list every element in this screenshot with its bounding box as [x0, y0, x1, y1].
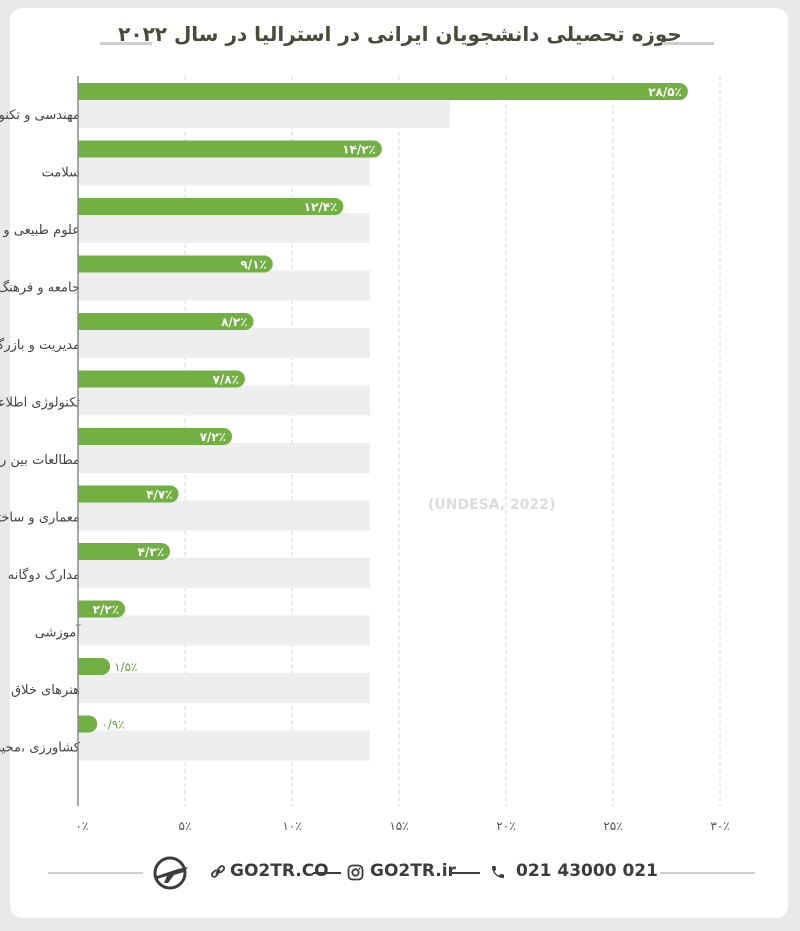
category-label: مطالعات بین رشته‌ای	[0, 453, 80, 468]
footer-rule-left	[48, 872, 143, 874]
bar-cap	[78, 370, 88, 388]
bar-cap	[78, 83, 88, 100]
x-tick-label: ۰٪	[76, 819, 89, 833]
data-label: ۴/۳٪	[138, 545, 164, 559]
bar	[78, 428, 233, 445]
category-label: معماری و ساختمان	[0, 511, 80, 526]
title-row: حوزه تحصیلی دانشجویان ایرانی در استرالیا…	[0, 22, 800, 62]
bar-cap	[78, 715, 88, 733]
data-label: ۷/۸٪	[213, 373, 239, 387]
bar	[78, 600, 126, 618]
x-tick-label: ۵٪	[179, 819, 192, 833]
category-label: تکنولوژی اطلاعات	[0, 396, 80, 411]
x-tick-label: ۲۰٪	[496, 819, 515, 833]
bar-track	[78, 270, 370, 301]
bar-cap	[78, 658, 88, 675]
bar	[78, 313, 254, 330]
category-label: مدیریت و بازرگانی	[0, 337, 80, 353]
bar	[78, 83, 688, 100]
x-tick-label: ۱۵٪	[389, 819, 408, 833]
footer-separator	[452, 872, 480, 874]
category-label: آموزشی	[35, 624, 82, 641]
bar	[78, 485, 179, 503]
bar	[78, 198, 344, 215]
footer-rule-right	[660, 872, 755, 874]
footer-phone[interactable]: 021 43000 021	[516, 861, 658, 881]
bar	[78, 140, 382, 158]
bar-cap	[78, 313, 88, 330]
bar-cap	[78, 255, 88, 273]
data-label: ۱/۵٪	[114, 660, 137, 674]
brand-logo-icon	[153, 856, 188, 890]
bar-track	[78, 730, 370, 761]
footer-instagram[interactable]: GO2TR.ir	[370, 861, 456, 881]
bar-cap	[78, 600, 88, 618]
data-label: ۱۲/۴٪	[304, 200, 338, 214]
bar-track	[78, 328, 370, 358]
bar-cap	[78, 485, 88, 503]
x-tick-label: ۳۰٪	[710, 819, 729, 833]
bar-track	[78, 213, 370, 243]
bar-track	[78, 615, 370, 646]
bar-track	[78, 385, 370, 416]
source-watermark: (UNDESA, 2022)	[428, 497, 556, 513]
phone-icon	[492, 866, 504, 878]
bar-track	[78, 155, 370, 186]
category-label: مدارک دوگانه	[8, 567, 80, 583]
chart-title: حوزه تحصیلی دانشجویان ایرانی در استرالیا…	[118, 22, 682, 46]
data-label: ۲۸/۵٪	[648, 85, 682, 99]
footer-website[interactable]: GO2TR.CO	[230, 861, 329, 881]
data-label: ۴/۷٪	[146, 488, 172, 502]
bar-track	[78, 673, 370, 703]
bar	[78, 370, 245, 388]
category-label: علوم طبیعی و فیزیک	[0, 223, 80, 238]
category-label: هنرهای خلاق	[11, 683, 80, 698]
bar-track	[78, 443, 370, 473]
data-label: ۷/۲٪	[200, 430, 226, 444]
bar-track	[78, 558, 370, 588]
bar-cap	[78, 428, 88, 445]
category-label: سلامت	[42, 166, 80, 181]
category-label: مهندسی و تکنولوژی‌های وابسته	[0, 108, 80, 123]
category-label: کشاورزی ،محیط زیست و مطالعات مرتبط	[0, 741, 81, 756]
title-rule-right	[662, 42, 714, 45]
data-label: ۹/۱٪	[240, 258, 266, 272]
bar-cap	[78, 543, 88, 560]
category-label: جامعه و فرهنگ	[0, 280, 80, 296]
x-tick-label: ۱۰٪	[282, 819, 301, 833]
bar-cap	[78, 198, 88, 215]
bar-chart: ۲۸/۵٪ مهندسی و تکنولوژی‌های وابسته ۱۴/۲٪ سل…	[0, 76, 730, 833]
data-label: ۰/۹٪	[101, 718, 124, 732]
data-label: ۱۴/۲٪	[342, 143, 376, 157]
link-icon	[210, 865, 226, 878]
bar-track	[78, 98, 450, 128]
bar-track	[78, 500, 370, 531]
footer-separator	[313, 872, 341, 874]
data-label: ۲/۲٪	[93, 603, 119, 617]
bar	[78, 255, 273, 273]
bar-cap	[78, 140, 88, 158]
bar	[78, 543, 171, 560]
instagram-icon	[347, 864, 364, 881]
data-label: ۸/۲٪	[221, 315, 247, 329]
title-rule-left	[100, 42, 152, 45]
footer: GO2TR.CO GO2TR.ir 021 43000 021	[0, 855, 800, 891]
x-tick-label: ۲۵٪	[603, 819, 622, 833]
